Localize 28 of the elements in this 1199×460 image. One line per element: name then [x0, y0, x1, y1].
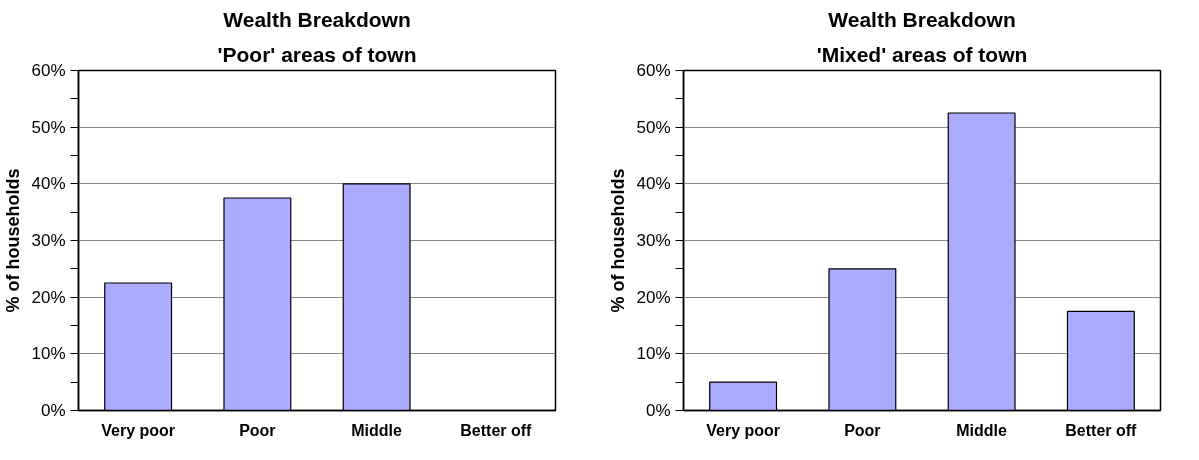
x-tick-label: Very poor — [101, 421, 176, 439]
y-axis-title: % of households — [3, 168, 24, 313]
y-tick-label: 20% — [636, 287, 671, 307]
x-tick-label: Poor — [844, 421, 881, 439]
y-tick-label: 20% — [31, 287, 66, 307]
chart-subtitle: 'Mixed' areas of town — [816, 42, 1028, 66]
x-tick-label: Poor — [239, 421, 276, 439]
y-tick-label: 0% — [40, 401, 66, 420]
x-tick-label: Very poor — [706, 421, 781, 439]
y-tick-label: 40% — [31, 174, 66, 194]
y-tick-label: 50% — [636, 117, 671, 137]
y-tick-label: 30% — [31, 231, 66, 250]
x-tick-label: Better off — [460, 421, 533, 439]
y-tick-label: 60% — [31, 61, 66, 80]
y-tick-label: 40% — [636, 174, 671, 194]
y-tick-label: 10% — [636, 344, 671, 364]
x-tick-label: Better off — [1065, 421, 1138, 439]
x-tick-label: Middle — [956, 421, 1008, 439]
chart-title: Wealth Breakdown — [223, 7, 411, 31]
y-tick-label: 60% — [636, 61, 671, 80]
y-tick-label: 0% — [645, 401, 671, 420]
chart-subtitle: 'Poor' areas of town — [217, 42, 417, 66]
x-tick-label: Middle — [351, 421, 403, 439]
y-tick-label: 30% — [636, 231, 671, 250]
y-tick-label: 50% — [31, 117, 66, 137]
chart-title: Wealth Breakdown — [828, 7, 1016, 31]
y-tick-label: 10% — [31, 344, 66, 364]
y-axis-title: % of households — [608, 168, 629, 313]
